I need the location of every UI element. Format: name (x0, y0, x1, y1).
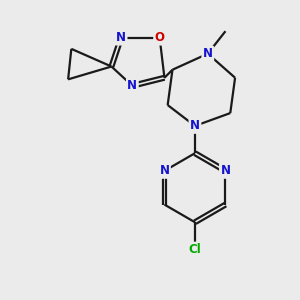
Text: N: N (159, 164, 170, 177)
Text: N: N (127, 79, 137, 92)
Text: O: O (154, 31, 165, 44)
Text: N: N (116, 31, 126, 44)
Text: N: N (220, 164, 230, 177)
Text: Cl: Cl (189, 243, 201, 256)
Text: N: N (203, 47, 213, 60)
Text: methyl: methyl (224, 24, 229, 26)
Text: N: N (190, 119, 200, 132)
